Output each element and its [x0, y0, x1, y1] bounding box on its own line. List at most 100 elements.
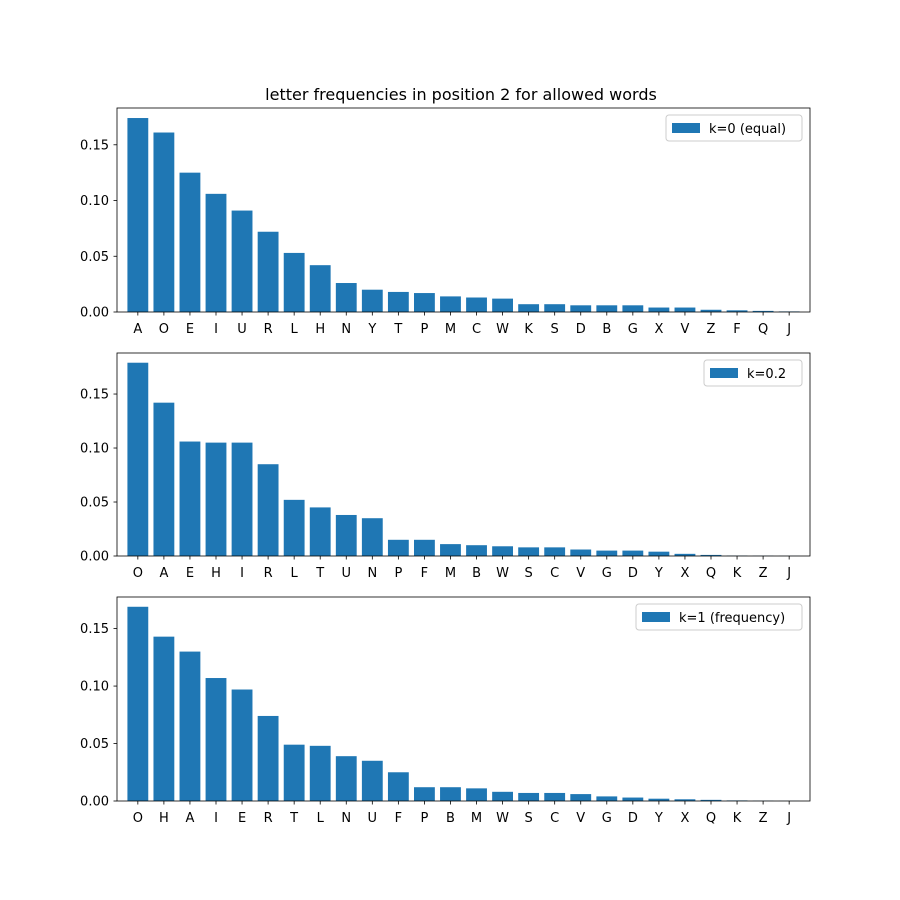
bar-x	[648, 307, 670, 312]
x-tick-label: J	[786, 566, 791, 581]
x-tick-label: O	[133, 811, 143, 826]
bar-h	[153, 636, 175, 801]
y-tick-label: 0.05	[80, 737, 109, 752]
bar-m	[440, 544, 461, 556]
bar-h	[309, 265, 331, 312]
x-tick-label: H	[315, 322, 325, 337]
y-tick-label: 0.10	[80, 194, 109, 209]
bar-m	[440, 296, 461, 312]
x-tick-label: M	[471, 811, 482, 826]
bar-w	[492, 546, 513, 556]
bar-r	[257, 231, 279, 312]
bar-n	[335, 283, 357, 312]
bar-a	[179, 651, 201, 801]
bar-n	[361, 518, 383, 556]
x-tick-label: G	[602, 566, 612, 581]
x-tick-label: Y	[367, 322, 376, 337]
x-tick-label: Y	[654, 566, 663, 581]
x-tick-label: V	[576, 566, 585, 581]
bar-v	[570, 549, 592, 556]
bar-p	[414, 787, 435, 801]
bar-t	[309, 507, 331, 556]
bar-u	[335, 514, 357, 556]
bar-p	[387, 539, 409, 556]
bar-t	[387, 291, 409, 312]
bar-y	[361, 289, 383, 312]
x-tick-label: G	[602, 811, 612, 826]
bar-x	[674, 799, 696, 801]
x-tick-label: R	[264, 566, 273, 581]
x-tick-label: K	[733, 566, 742, 581]
x-tick-label: B	[602, 322, 611, 337]
axes-frame	[116, 107, 811, 313]
x-tick-label: A	[133, 322, 142, 337]
bar-b	[440, 787, 461, 801]
x-tick-label: U	[237, 322, 247, 337]
x-tick-label: A	[185, 811, 194, 826]
x-tick-label: J	[786, 322, 791, 337]
x-tick-label: Y	[654, 811, 663, 826]
bar-l	[283, 252, 305, 312]
x-tick-label: N	[367, 566, 377, 581]
x-tick-label: W	[496, 566, 509, 581]
bar-h	[205, 442, 227, 556]
x-tick-label: I	[214, 811, 218, 826]
x-tick-label: V	[680, 322, 689, 337]
x-tick-label: L	[291, 322, 299, 337]
bar-r	[257, 464, 279, 556]
bar-e	[231, 689, 253, 801]
x-tick-label: H	[211, 566, 221, 581]
x-tick-label: F	[395, 811, 402, 826]
y-tick-label: 0.00	[80, 306, 109, 321]
x-tick-label: X	[680, 811, 689, 826]
bar-s	[518, 792, 540, 801]
bar-q	[752, 310, 774, 312]
bar-g	[622, 305, 644, 312]
bar-v	[674, 307, 696, 312]
x-tick-label: R	[264, 811, 273, 826]
x-tick-label: L	[317, 811, 325, 826]
bar-u	[231, 210, 253, 312]
x-tick-label: I	[214, 322, 218, 337]
x-tick-label: R	[264, 322, 273, 337]
y-tick-label: 0.15	[80, 622, 109, 637]
bar-o	[153, 132, 175, 312]
legend-label: k=0 (equal)	[709, 122, 786, 137]
bar-w	[492, 791, 513, 801]
x-tick-label: T	[289, 811, 298, 826]
axes-frame	[116, 352, 811, 557]
axes-frame	[116, 596, 811, 802]
x-tick-label: S	[524, 811, 532, 826]
x-tick-label: K	[733, 811, 742, 826]
x-tick-label: T	[393, 322, 402, 337]
y-tick-label: 0.10	[80, 680, 109, 695]
x-tick-label: P	[420, 811, 428, 826]
x-tick-label: V	[576, 811, 585, 826]
x-tick-label: D	[628, 566, 638, 581]
bar-o	[127, 606, 149, 801]
y-tick-label: 0.00	[80, 550, 109, 565]
y-tick-label: 0.05	[80, 496, 109, 511]
x-tick-label: M	[445, 322, 456, 337]
x-tick-label: P	[394, 566, 402, 581]
bar-d	[570, 305, 592, 312]
y-tick-label: 0.10	[80, 442, 109, 457]
y-tick-label: 0.05	[80, 250, 109, 265]
x-tick-label: Z	[759, 566, 768, 581]
x-tick-label: J	[786, 811, 791, 826]
legend-swatch	[642, 612, 670, 622]
x-tick-label: C	[550, 811, 559, 826]
bar-y	[648, 798, 670, 801]
bar-d	[622, 550, 644, 556]
x-tick-label: L	[291, 566, 299, 581]
x-tick-label: O	[133, 566, 143, 581]
x-tick-label: D	[576, 322, 586, 337]
bar-c	[544, 792, 566, 801]
bar-q	[700, 799, 722, 801]
bar-f	[414, 539, 435, 556]
y-tick-label: 0.15	[80, 388, 109, 403]
x-tick-label: Q	[706, 811, 716, 826]
x-tick-label: P	[420, 322, 428, 337]
bar-x	[674, 553, 696, 556]
